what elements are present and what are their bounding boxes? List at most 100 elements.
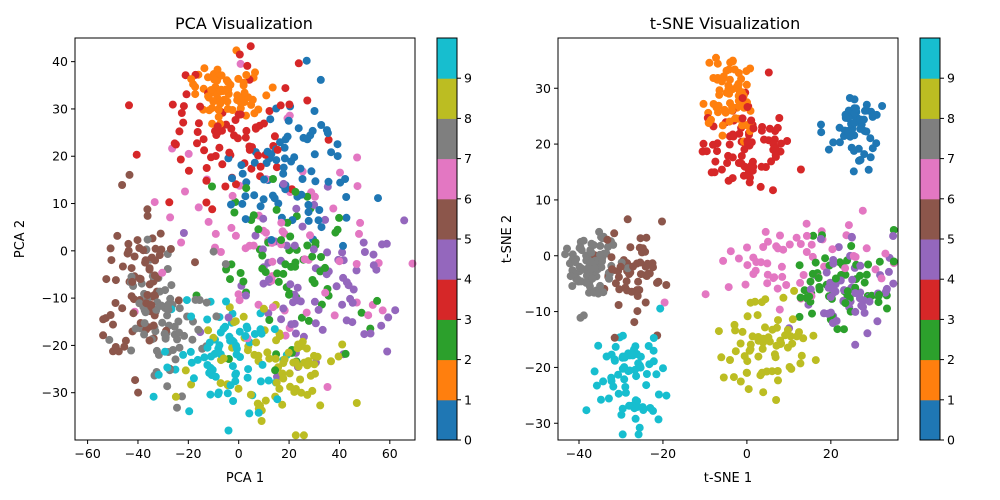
scatter-point	[310, 107, 319, 115]
scatter-point	[806, 277, 815, 286]
scatter-point	[334, 352, 343, 361]
scatter-point	[840, 325, 848, 334]
scatter-point	[163, 363, 172, 372]
scatter-point	[856, 156, 865, 164]
scatter-point	[311, 319, 320, 328]
scatter-point	[748, 157, 757, 166]
scatter-point	[352, 399, 361, 407]
scatter-point	[726, 247, 735, 256]
scatter-point	[174, 317, 183, 326]
scatter-point	[247, 164, 256, 173]
scatter-point	[286, 280, 295, 289]
scatter-point	[303, 241, 312, 250]
scatter-point	[587, 264, 596, 273]
scatter-point	[314, 216, 323, 225]
scatter-point	[230, 208, 239, 217]
scatter-point	[149, 321, 158, 330]
scatter-point	[603, 235, 612, 244]
scatter-point	[200, 64, 209, 73]
scatter-point	[759, 334, 768, 343]
scatter-point	[296, 375, 305, 384]
scatter-point	[270, 132, 279, 141]
scatter-point	[561, 250, 570, 259]
scatter-point	[765, 337, 774, 346]
scatter-point	[597, 263, 606, 272]
scatter-point	[582, 278, 591, 287]
scatter-point	[654, 390, 663, 399]
scatter-point	[862, 127, 871, 136]
scatter-point	[315, 206, 324, 214]
scatter-point	[731, 347, 740, 356]
scatter-point	[256, 377, 265, 386]
scatter-point	[280, 143, 289, 152]
scatter-point	[161, 347, 169, 356]
scatter-point	[153, 273, 162, 282]
scatter-point	[204, 92, 213, 101]
scatter-point	[291, 431, 300, 440]
scatter-point	[274, 277, 283, 286]
scatter-point	[636, 363, 645, 372]
pca-colorbar: 0 1 2 3 4 5 6 7 8 9	[436, 37, 472, 448]
scatter-point	[590, 367, 599, 376]
scatter-point	[120, 342, 129, 351]
scatter-point	[228, 191, 237, 200]
scatter-point	[210, 349, 219, 358]
scatter-point	[577, 264, 586, 273]
scatter-point	[770, 273, 779, 282]
scatter-point	[858, 206, 867, 215]
scatter-point	[306, 231, 314, 240]
scatter-point	[215, 341, 224, 350]
colorbar-segment	[437, 78, 457, 119]
scatter-point	[338, 248, 347, 257]
scatter-point	[631, 342, 640, 351]
scatter-point	[759, 243, 768, 251]
scatter-point	[109, 320, 117, 329]
scatter-point	[856, 261, 865, 270]
scatter-point	[355, 229, 363, 238]
scatter-point	[587, 257, 596, 266]
scatter-point	[184, 149, 193, 158]
scatter-point	[303, 390, 312, 399]
scatter-point	[841, 264, 850, 273]
scatter-point	[802, 248, 811, 256]
scatter-point	[223, 104, 232, 113]
scatter-point	[143, 291, 152, 299]
pca-axes-frame	[74, 37, 416, 441]
scatter-point	[270, 194, 279, 203]
scatter-point	[226, 275, 234, 284]
scatter-point	[127, 292, 136, 301]
scatter-point	[254, 105, 263, 114]
scatter-point	[267, 236, 276, 244]
scatter-point	[618, 430, 627, 439]
scatter-point	[171, 355, 180, 364]
scatter-point	[851, 340, 860, 349]
scatter-point	[848, 275, 857, 284]
scatter-point	[254, 151, 263, 160]
scatter-point	[187, 380, 196, 389]
scatter-point	[235, 50, 244, 59]
scatter-point	[747, 116, 756, 125]
scatter-point	[179, 350, 188, 359]
scatter-point	[310, 297, 319, 306]
scatter-point	[883, 304, 891, 313]
colorbar-tick-label: 0	[464, 433, 472, 448]
scatter-point	[728, 103, 737, 111]
scatter-point	[236, 59, 245, 68]
scatter-point	[327, 148, 336, 157]
scatter-point	[742, 368, 751, 377]
scatter-point	[835, 138, 844, 147]
scatter-point	[758, 344, 767, 353]
scatter-point	[342, 316, 351, 325]
scatter-point	[296, 164, 305, 173]
scatter-point	[809, 231, 818, 240]
scatter-point	[250, 191, 259, 200]
scatter-point	[134, 388, 143, 397]
scatter-point	[333, 140, 342, 149]
scatter-point	[311, 177, 320, 186]
scatter-point	[158, 268, 167, 277]
scatter-point	[304, 316, 313, 325]
scatter-point	[774, 316, 782, 325]
scatter-point	[224, 78, 232, 86]
scatter-point	[196, 102, 205, 111]
scatter-point	[169, 346, 177, 354]
